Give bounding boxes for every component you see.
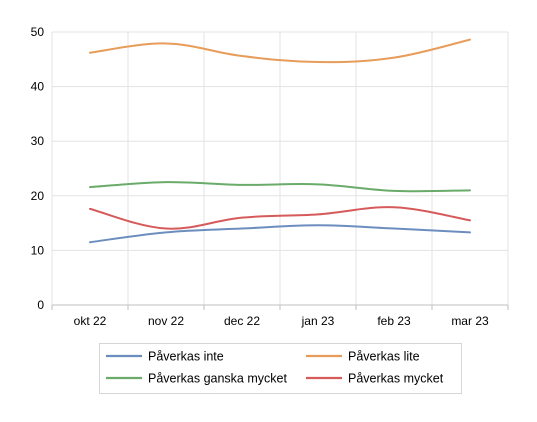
y-tick-label: 0	[37, 298, 44, 312]
x-tick-label: feb 23	[377, 314, 411, 328]
legend-box	[99, 343, 462, 394]
y-tick-label: 10	[31, 243, 45, 257]
legend: Påverkas inte Påverkas lite Påverkas gansk…	[99, 343, 462, 394]
series-lines	[89, 38, 471, 244]
y-tick-label: 40	[31, 80, 45, 94]
legend-label-2: Påverkas ganska mycket	[148, 372, 287, 386]
series-line-0	[89, 224, 471, 244]
x-axis-ticks: okt 22 nov 22 dec 22 jan 23 feb 23 mar 23	[74, 314, 489, 328]
x-tick-label: nov 22	[148, 314, 184, 328]
series-line-1	[89, 38, 471, 64]
x-tick-label: dec 22	[224, 314, 260, 328]
y-tick-label: 50	[31, 25, 45, 39]
x-tick-label: mar 23	[451, 314, 489, 328]
legend-label-3: Påverkas mycket	[348, 372, 444, 386]
axes	[51, 304, 509, 310]
series-line-2	[89, 181, 471, 193]
gridlines	[51, 31, 509, 305]
y-tick-label: 30	[31, 134, 45, 148]
x-tick-label: jan 23	[301, 314, 335, 328]
y-axis-ticks: 0 10 20 30 40 50	[31, 25, 45, 312]
legend-label-1: Påverkas lite	[348, 350, 420, 364]
legend-label-0: Påverkas inte	[148, 350, 224, 364]
y-tick-label: 20	[31, 189, 45, 203]
series-line-3	[89, 206, 471, 230]
x-tick-label: okt 22	[74, 314, 107, 328]
